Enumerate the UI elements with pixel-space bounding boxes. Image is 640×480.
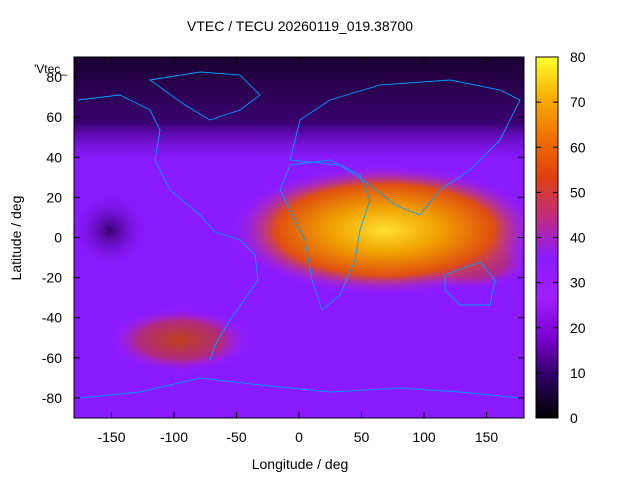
eurasia-coastline xyxy=(289,79,521,216)
x-tick-label: 50 xyxy=(354,429,370,445)
x-tick-label: -100 xyxy=(160,429,188,445)
y-tick-label: -60 xyxy=(42,350,62,366)
colorbar-tick-label: 70 xyxy=(570,94,586,110)
southern-patch-region xyxy=(110,308,250,372)
chart-title: VTEC / TECU 20260119_019.38700 xyxy=(187,18,413,34)
colorbar-tick-label: 50 xyxy=(570,184,586,200)
coastlines xyxy=(77,71,521,399)
colorbar-tick-label: 40 xyxy=(570,230,586,246)
heatmap-plot-area xyxy=(74,57,524,418)
y-tick-label: 20 xyxy=(46,189,62,205)
x-tick-label: -50 xyxy=(226,429,246,445)
y-tick-label: 60 xyxy=(46,109,62,125)
antarctica-coastline xyxy=(77,377,521,399)
y-tick-label: 40 xyxy=(46,149,62,165)
colorbar-tick-label: 0 xyxy=(570,410,578,426)
colorbar-tick-label: 20 xyxy=(570,320,586,336)
pacific-low-region xyxy=(74,190,150,270)
equatorial-crest-region xyxy=(230,165,524,295)
y-tick-label: -20 xyxy=(42,270,62,286)
x-tick-label: 100 xyxy=(412,429,436,445)
y-tick-label: 80 xyxy=(46,69,62,85)
x-ticks: -150 -100 -50 0 50 100 150 xyxy=(97,57,498,445)
americas-coastline xyxy=(77,94,259,361)
colorbar-tick-label: 10 xyxy=(570,365,586,381)
x-tick-label: 0 xyxy=(295,429,303,445)
australia-coastline xyxy=(444,261,496,306)
y-ticks: 80 60 40 20 0 -20 -40 -60 -80 xyxy=(42,69,524,406)
x-tick-label: 150 xyxy=(475,429,499,445)
arctic-low-region xyxy=(74,57,524,167)
colorbar-tick-label: 30 xyxy=(570,275,586,291)
colorbar-tick-label: 60 xyxy=(570,139,586,155)
colorbar-ticks: 0 10 20 30 40 50 60 70 80 xyxy=(536,49,586,426)
y-tick-label: -40 xyxy=(42,310,62,326)
greenland-coastline xyxy=(148,71,261,121)
africa-coastline xyxy=(279,159,371,311)
stray-label: 'Vtec_ xyxy=(34,62,67,76)
y-tick-label: 0 xyxy=(54,230,62,246)
colorbar-tick-label: 80 xyxy=(570,49,586,65)
x-tick-label: -150 xyxy=(97,429,125,445)
x-axis-label: Longitude / deg xyxy=(251,456,349,472)
y-tick-label: -80 xyxy=(42,390,62,406)
